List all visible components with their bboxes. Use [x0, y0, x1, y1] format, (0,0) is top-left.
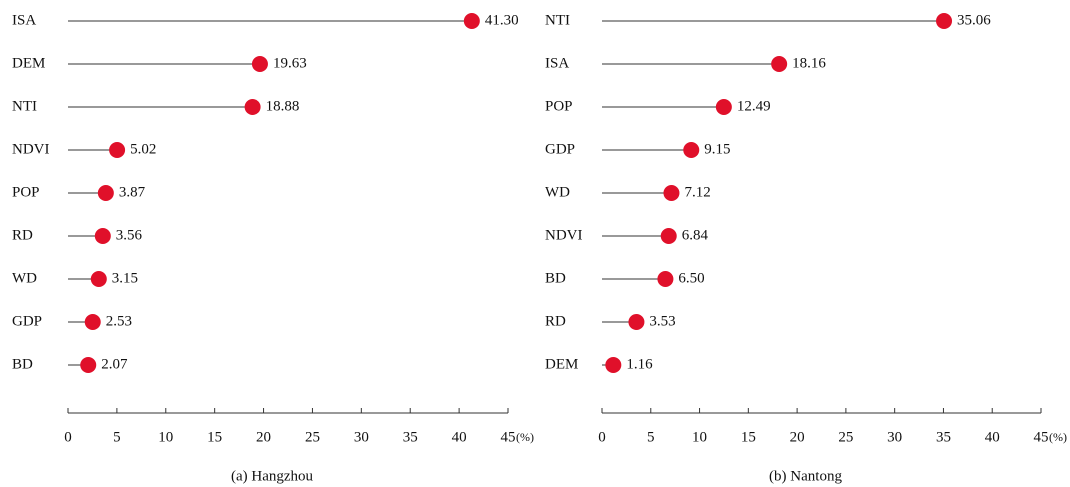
value-label: 6.50 [678, 270, 704, 286]
y-tick-label: WD [12, 270, 37, 286]
x-axis-label: (%) [1049, 430, 1067, 444]
dot [936, 13, 953, 29]
dot [657, 271, 674, 287]
value-label: 1.16 [626, 356, 653, 372]
x-tick-label: 40 [452, 429, 467, 445]
chart-title: (a) Hangzhou [231, 468, 314, 484]
value-label: 18.16 [792, 55, 826, 71]
y-tick-label: GDP [545, 141, 575, 157]
x-tick-label: 10 [692, 429, 707, 445]
dot [80, 357, 97, 373]
x-tick-label: 35 [936, 429, 951, 445]
x-tick-label: 25 [305, 429, 320, 445]
x-tick-label: 0 [598, 429, 606, 445]
dot [251, 56, 268, 72]
y-tick-label: BD [545, 270, 566, 286]
x-tick-label: 5 [647, 429, 655, 445]
y-tick-label: ISA [545, 55, 569, 71]
value-label: 7.12 [684, 184, 710, 200]
y-tick-label: NTI [12, 98, 37, 114]
x-tick-label: 45 [501, 429, 516, 445]
value-label: 3.15 [112, 270, 138, 286]
y-tick-label: NTI [545, 12, 570, 28]
dot [660, 228, 677, 244]
dot [94, 228, 111, 244]
value-label: 3.56 [116, 227, 143, 243]
dot [97, 185, 114, 201]
y-tick-label: DEM [12, 55, 45, 71]
value-label: 2.53 [106, 313, 132, 329]
y-tick-label: POP [12, 184, 40, 200]
value-label: 35.06 [957, 12, 991, 28]
dot [244, 99, 261, 115]
x-tick-label: 20 [256, 429, 271, 445]
y-tick-label: RD [12, 227, 33, 243]
value-label: 12.49 [737, 98, 771, 114]
value-label: 18.88 [266, 98, 300, 114]
value-label: 3.53 [649, 313, 675, 329]
dot [463, 13, 480, 29]
x-axis-label: (%) [516, 430, 534, 444]
y-tick-label: ISA [12, 12, 36, 28]
value-label: 2.07 [101, 356, 128, 372]
dot [771, 56, 788, 72]
value-label: 6.84 [682, 227, 709, 243]
dot [663, 185, 680, 201]
x-tick-label: 45 [1034, 429, 1049, 445]
value-label: 9.15 [704, 141, 730, 157]
value-label: 5.02 [130, 141, 156, 157]
dot [90, 271, 107, 287]
x-tick-label: 20 [790, 429, 805, 445]
x-tick-label: 10 [158, 429, 173, 445]
y-tick-label: POP [545, 98, 573, 114]
dot [109, 142, 126, 158]
dot [84, 314, 101, 330]
x-tick-label: 40 [985, 429, 1000, 445]
x-tick-label: 15 [207, 429, 222, 445]
y-tick-label: NDVI [12, 141, 50, 157]
y-tick-label: DEM [545, 356, 578, 372]
y-tick-label: NDVI [545, 227, 583, 243]
y-tick-label: BD [12, 356, 33, 372]
value-label: 41.30 [485, 12, 519, 28]
chart-title: (b) Nantong [769, 468, 842, 484]
x-tick-label: 0 [64, 429, 72, 445]
y-tick-label: RD [545, 313, 566, 329]
dot [605, 357, 622, 373]
x-tick-label: 15 [741, 429, 756, 445]
x-tick-label: 35 [403, 429, 418, 445]
y-tick-label: WD [545, 184, 570, 200]
x-tick-label: 30 [354, 429, 369, 445]
dot [683, 142, 700, 158]
x-tick-label: 25 [838, 429, 853, 445]
x-tick-label: 5 [113, 429, 121, 445]
value-label: 19.63 [273, 55, 307, 71]
x-tick-label: 30 [887, 429, 902, 445]
y-tick-label: GDP [12, 313, 42, 329]
dot [715, 99, 732, 115]
value-label: 3.87 [119, 184, 146, 200]
dot [628, 314, 645, 330]
